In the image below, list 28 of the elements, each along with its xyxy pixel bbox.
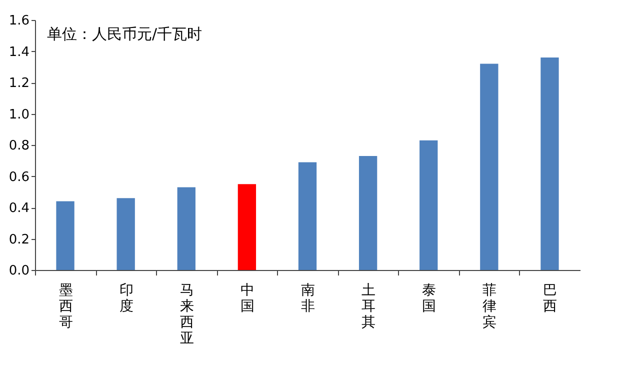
y-tick-label: 0.2 [8,232,30,248]
y-tick-label: 0.0 [8,264,30,278]
x-tick-label: 土耳其 [362,282,376,330]
bar [358,156,378,270]
x-tick-label: 中国 [240,282,254,314]
x-tick-label: 巴西 [543,282,558,314]
y-axis-title: 单位：人民币元/千瓦时 [47,25,202,43]
y-tick-label: 0.4 [8,201,30,216]
bar [298,162,317,270]
y-tick-label: 1.6 [8,14,30,28]
y-tick-label: 0.6 [8,170,30,185]
x-tick-label: 马来西亚 [180,282,194,346]
bar [540,58,559,270]
y-tick-label: 1.2 [8,76,30,91]
y-tick-label: 0.8 [8,138,30,154]
bar [420,140,438,270]
bar [480,64,498,270]
bar [116,198,135,270]
bar [56,201,74,270]
x-tick-label: 墨西哥 [58,282,73,330]
y-tick-label: 1.4 [8,44,30,60]
bar [238,184,256,270]
x-tick-label: 印度 [119,282,134,314]
x-tick-label: 泰国 [422,282,436,314]
bar [177,187,196,270]
x-tick-label: 菲律宾 [482,282,497,330]
x-tick-label: 南非 [301,282,315,314]
y-tick-label: 1.0 [8,107,30,122]
